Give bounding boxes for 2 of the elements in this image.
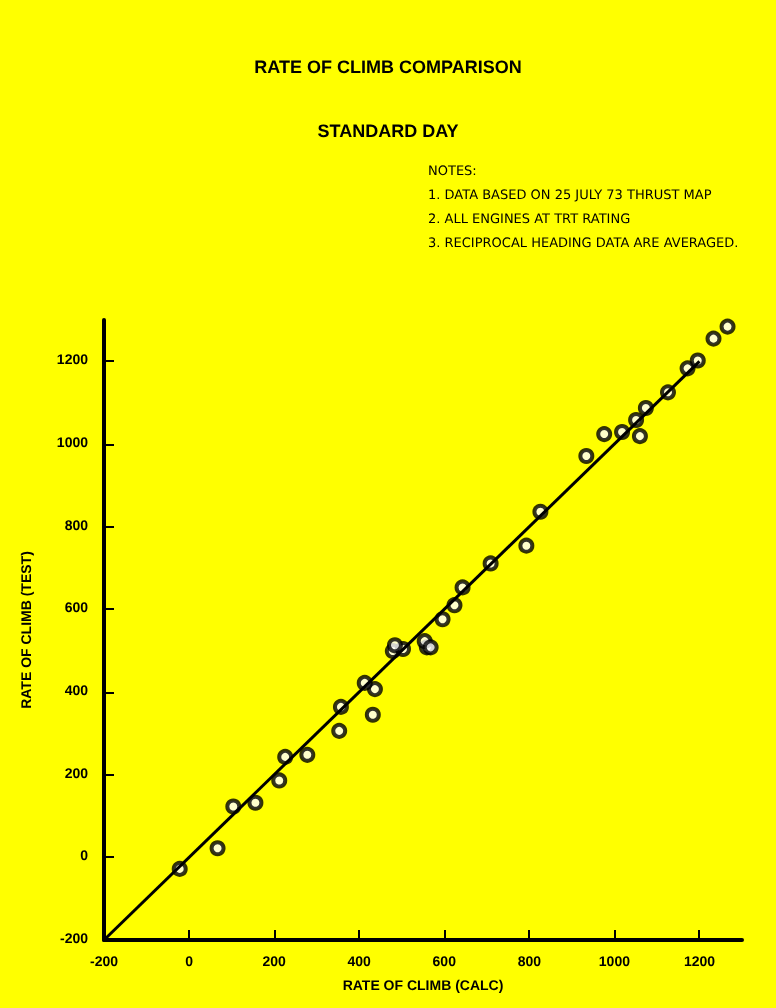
chart-subtitle: STANDARD DAY [317, 121, 459, 141]
chart-title: RATE OF CLIMB COMPARISON [254, 57, 522, 77]
